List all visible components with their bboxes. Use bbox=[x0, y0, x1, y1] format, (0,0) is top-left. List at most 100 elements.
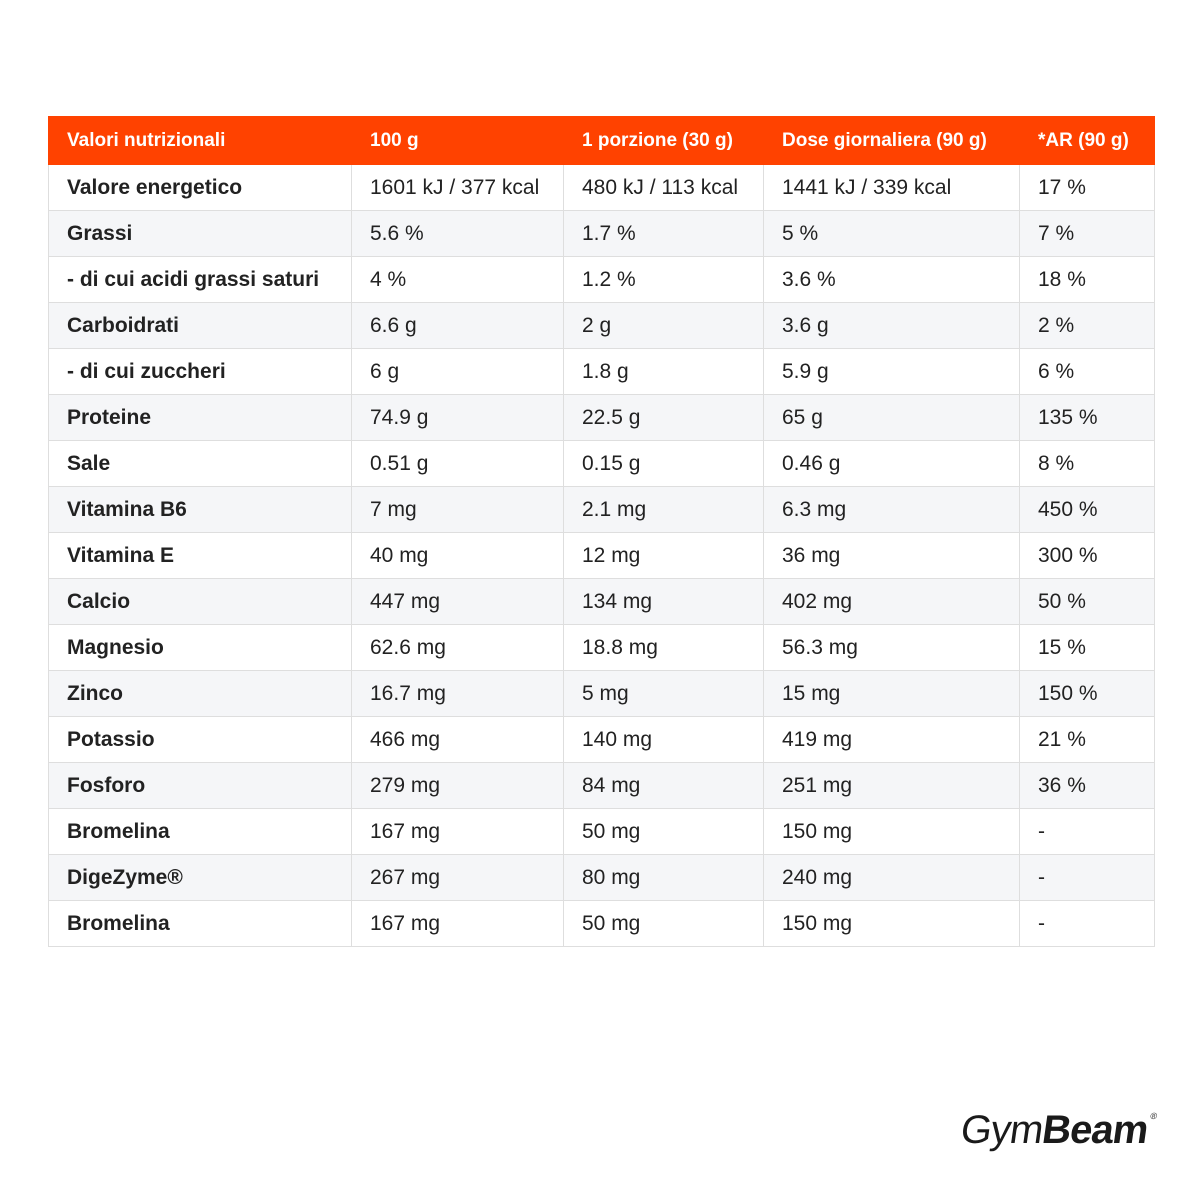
table-row: Bromelina 167 mg 50 mg 150 mg - bbox=[48, 900, 1155, 947]
nutrient-value-cell: 50 % bbox=[1019, 578, 1155, 625]
nutrient-value-cell: 6.6 g bbox=[351, 302, 564, 349]
nutrient-name-cell: - di cui zuccheri bbox=[48, 348, 352, 395]
nutrient-value-cell: 135 % bbox=[1019, 394, 1155, 441]
logo-text-light: Gym bbox=[957, 1108, 1046, 1152]
nutrient-value-cell: 2 % bbox=[1019, 302, 1155, 349]
nutrient-value-cell: 150 % bbox=[1019, 670, 1155, 717]
nutrient-value-cell: 167 mg bbox=[351, 808, 564, 855]
nutrition-table: Valori nutrizionali 100 g 1 porzione (30… bbox=[48, 116, 1155, 947]
nutrient-value-cell: 5.9 g bbox=[763, 348, 1020, 395]
nutrient-value-cell: - bbox=[1019, 854, 1155, 901]
nutrient-value-cell: 2.1 mg bbox=[563, 486, 764, 533]
table-row: Bromelina 167 mg 50 mg 150 mg - bbox=[48, 808, 1155, 855]
nutrient-value-cell: 15 mg bbox=[763, 670, 1020, 717]
gymbeam-logo: Gym Beam ® bbox=[958, 1108, 1158, 1152]
nutrient-value-cell: 36 mg bbox=[763, 532, 1020, 579]
nutrient-value-cell: 0.15 g bbox=[563, 440, 764, 487]
table-row: Calcio 447 mg 134 mg 402 mg 50 % bbox=[48, 578, 1155, 625]
nutrient-value-cell: 419 mg bbox=[763, 716, 1020, 763]
nutrient-value-cell: - bbox=[1019, 900, 1155, 947]
nutrient-value-cell: 8 % bbox=[1019, 440, 1155, 487]
header-reference-intake: *AR (90 g) bbox=[1019, 116, 1155, 165]
header-daily-dose: Dose giornaliera (90 g) bbox=[763, 116, 1020, 165]
nutrient-value-cell: 447 mg bbox=[351, 578, 564, 625]
nutrient-value-cell: 5.6 % bbox=[351, 210, 564, 257]
nutrient-value-cell: 279 mg bbox=[351, 762, 564, 809]
nutrient-name-cell: Fosforo bbox=[48, 762, 352, 809]
nutrient-value-cell: 0.51 g bbox=[351, 440, 564, 487]
table-row: Valore energetico 1601 kJ / 377 kcal 480 k… bbox=[48, 164, 1155, 211]
nutrient-value-cell: 6 % bbox=[1019, 348, 1155, 395]
nutrient-value-cell: 1.8 g bbox=[563, 348, 764, 395]
nutrient-name-cell: DigeZyme® bbox=[48, 854, 352, 901]
nutrient-value-cell: 62.6 mg bbox=[351, 624, 564, 671]
nutrient-value-cell: 251 mg bbox=[763, 762, 1020, 809]
header-nutrient: Valori nutrizionali bbox=[48, 116, 352, 165]
nutrient-value-cell: 50 mg bbox=[563, 808, 764, 855]
table-row: Magnesio 62.6 mg 18.8 mg 56.3 mg 15 % bbox=[48, 624, 1155, 671]
nutrient-value-cell: 15 % bbox=[1019, 624, 1155, 671]
table-row: - di cui acidi grassi saturi 4 % 1.2 % 3.6 … bbox=[48, 256, 1155, 303]
nutrient-value-cell: 134 mg bbox=[563, 578, 764, 625]
nutrient-value-cell: 74.9 g bbox=[351, 394, 564, 441]
nutrient-value-cell: 2 g bbox=[563, 302, 764, 349]
nutrient-value-cell: 5 % bbox=[763, 210, 1020, 257]
nutrient-value-cell: 18 % bbox=[1019, 256, 1155, 303]
nutrient-value-cell: 7 % bbox=[1019, 210, 1155, 257]
nutrient-name-cell: Vitamina B6 bbox=[48, 486, 352, 533]
nutrient-value-cell: 3.6 g bbox=[763, 302, 1020, 349]
nutrient-name-cell: Proteine bbox=[48, 394, 352, 441]
nutrient-name-cell: - di cui acidi grassi saturi bbox=[48, 256, 352, 303]
table-row: Proteine 74.9 g 22.5 g 65 g 135 % bbox=[48, 394, 1155, 441]
nutrient-value-cell: 402 mg bbox=[763, 578, 1020, 625]
nutrient-value-cell: 21 % bbox=[1019, 716, 1155, 763]
table-row: Vitamina E 40 mg 12 mg 36 mg 300 % bbox=[48, 532, 1155, 579]
nutrient-value-cell: 22.5 g bbox=[563, 394, 764, 441]
nutrient-value-cell: 5 mg bbox=[563, 670, 764, 717]
nutrient-value-cell: 84 mg bbox=[563, 762, 764, 809]
nutrient-name-cell: Valore energetico bbox=[48, 164, 352, 211]
nutrient-name-cell: Calcio bbox=[48, 578, 352, 625]
nutrient-value-cell: 40 mg bbox=[351, 532, 564, 579]
nutrient-value-cell: - bbox=[1019, 808, 1155, 855]
table-row: Grassi 5.6 % 1.7 % 5 % 7 % bbox=[48, 210, 1155, 257]
nutrient-name-cell: Grassi bbox=[48, 210, 352, 257]
nutrient-value-cell: 56.3 mg bbox=[763, 624, 1020, 671]
nutrient-value-cell: 150 mg bbox=[763, 900, 1020, 947]
nutrient-value-cell: 6 g bbox=[351, 348, 564, 395]
nutrient-value-cell: 6.3 mg bbox=[763, 486, 1020, 533]
nutrient-value-cell: 466 mg bbox=[351, 716, 564, 763]
nutrient-value-cell: 300 % bbox=[1019, 532, 1155, 579]
nutrient-name-cell: Vitamina E bbox=[48, 532, 352, 579]
registered-mark: ® bbox=[1149, 1111, 1158, 1121]
table-body: Valore energetico 1601 kJ / 377 kcal 480 k… bbox=[48, 164, 1155, 947]
nutrient-name-cell: Bromelina bbox=[48, 808, 352, 855]
table-row: DigeZyme® 267 mg 80 mg 240 mg - bbox=[48, 854, 1155, 901]
nutrient-value-cell: 1.7 % bbox=[563, 210, 764, 257]
nutrient-value-cell: 1601 kJ / 377 kcal bbox=[351, 164, 564, 211]
table-row: Vitamina B6 7 mg 2.1 mg 6.3 mg 450 % bbox=[48, 486, 1155, 533]
nutrient-value-cell: 167 mg bbox=[351, 900, 564, 947]
nutrient-value-cell: 80 mg bbox=[563, 854, 764, 901]
nutrient-value-cell: 1441 kJ / 339 kcal bbox=[763, 164, 1020, 211]
nutrient-value-cell: 18.8 mg bbox=[563, 624, 764, 671]
nutrient-value-cell: 150 mg bbox=[763, 808, 1020, 855]
table-row: Zinco 16.7 mg 5 mg 15 mg 150 % bbox=[48, 670, 1155, 717]
nutrient-value-cell: 3.6 % bbox=[763, 256, 1020, 303]
nutrient-name-cell: Potassio bbox=[48, 716, 352, 763]
nutrient-value-cell: 450 % bbox=[1019, 486, 1155, 533]
nutrient-value-cell: 50 mg bbox=[563, 900, 764, 947]
nutrient-value-cell: 240 mg bbox=[763, 854, 1020, 901]
nutrient-value-cell: 4 % bbox=[351, 256, 564, 303]
header-per-portion: 1 porzione (30 g) bbox=[563, 116, 764, 165]
nutrient-name-cell: Bromelina bbox=[48, 900, 352, 947]
nutrient-value-cell: 17 % bbox=[1019, 164, 1155, 211]
header-per-100g: 100 g bbox=[351, 116, 564, 165]
nutrient-name-cell: Carboidrati bbox=[48, 302, 352, 349]
header-row: Valori nutrizionali 100 g 1 porzione (30… bbox=[48, 116, 1155, 165]
nutrient-name-cell: Sale bbox=[48, 440, 352, 487]
nutrient-name-cell: Zinco bbox=[48, 670, 352, 717]
